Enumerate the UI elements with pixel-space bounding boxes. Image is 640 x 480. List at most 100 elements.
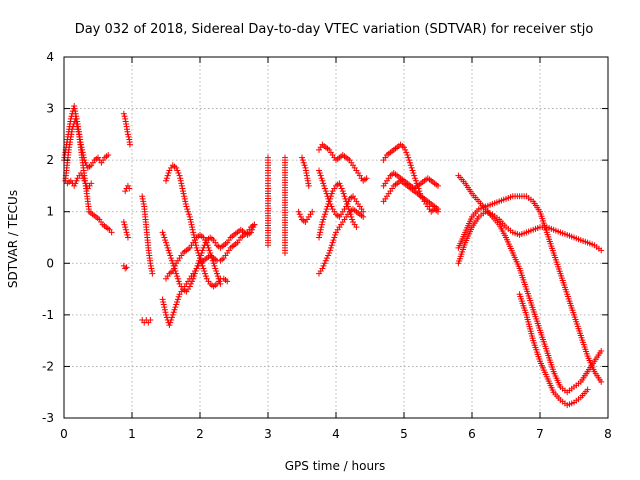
data-point: [319, 219, 326, 226]
data-point: [212, 265, 219, 272]
data-point: [175, 170, 182, 177]
data-point: [412, 177, 419, 184]
data-point: [321, 211, 328, 218]
data-point: [214, 270, 220, 277]
data-point: [318, 221, 325, 228]
data-point: [411, 172, 418, 179]
data-point: [177, 177, 184, 184]
data-point: [317, 172, 324, 179]
data-point: [168, 317, 175, 324]
data-point: [72, 180, 79, 187]
x-tick-label: 4: [332, 427, 340, 441]
data-point: [170, 265, 177, 272]
data-point: [325, 252, 332, 259]
data-point: [301, 162, 308, 169]
data-point: [172, 262, 179, 269]
data-point: [82, 180, 89, 187]
data-point: [168, 257, 175, 264]
data-point: [331, 234, 338, 241]
data-point: [328, 190, 335, 197]
data-point: [299, 157, 306, 164]
data-point: [164, 172, 171, 179]
y-tick-label: 1: [46, 205, 54, 219]
data-point: [185, 211, 192, 218]
data-point: [163, 175, 170, 182]
data-point: [190, 275, 197, 282]
data-point: [73, 177, 80, 184]
data-point: [140, 200, 147, 207]
data-point: [174, 273, 181, 280]
data-point: [337, 182, 344, 189]
data-point: [108, 229, 115, 236]
data-point: [193, 244, 200, 251]
data-point: [328, 242, 335, 249]
data-point: [165, 247, 172, 254]
data-point: [196, 257, 203, 264]
data-point: [217, 280, 224, 287]
data-point: [189, 226, 196, 233]
data-point: [174, 275, 181, 282]
data-point: [318, 224, 325, 231]
data-points: [61, 102, 605, 409]
data-point: [320, 180, 327, 187]
data-point: [317, 226, 324, 233]
data-point: [179, 185, 186, 192]
data-point: [404, 151, 411, 158]
data-point: [598, 347, 605, 354]
data-point: [316, 231, 323, 238]
data-point: [344, 203, 351, 210]
data-point: [224, 278, 231, 285]
plot-frame: [63, 56, 609, 419]
data-point: [163, 314, 170, 321]
data-point: [215, 275, 222, 282]
data-point: [184, 206, 191, 213]
data-point: [124, 231, 131, 238]
data-point: [199, 247, 206, 254]
data-point: [148, 268, 155, 275]
data-point: [410, 170, 417, 177]
data-point: [163, 239, 169, 246]
data-point: [161, 304, 168, 311]
y-tick-label: 3: [46, 102, 54, 116]
data-point: [209, 257, 216, 264]
data-point: [147, 260, 154, 267]
y-tick-label: -3: [42, 411, 54, 425]
data-point: [322, 188, 329, 195]
y-tick-label: 0: [46, 256, 54, 270]
data-point: [121, 221, 128, 228]
data-point: [190, 231, 197, 238]
y-tick-label: 4: [46, 50, 54, 64]
data-point: [203, 239, 210, 246]
data-point: [407, 162, 414, 169]
data-point: [178, 180, 185, 187]
data-point: [343, 198, 350, 205]
data-point: [202, 270, 209, 277]
data-point: [126, 141, 133, 148]
data-point: [300, 159, 307, 166]
x-tick-label: 8: [604, 427, 612, 441]
data-point: [105, 151, 112, 158]
data-point: [202, 273, 209, 280]
data-point: [166, 322, 173, 329]
data-point: [327, 193, 334, 200]
data-point: [182, 200, 189, 207]
data-point: [326, 249, 333, 256]
data-point: [72, 115, 79, 122]
data-point: [201, 268, 208, 275]
data-point: [121, 113, 128, 120]
chart-title: Day 032 of 2018, Sidereal Day-to-day VTE…: [75, 22, 594, 37]
data-point: [216, 278, 223, 285]
data-point: [403, 149, 410, 156]
data-point: [406, 159, 413, 166]
data-point: [340, 190, 347, 197]
data-point: [149, 270, 156, 277]
data-point: [330, 237, 337, 244]
data-point: [163, 177, 169, 184]
x-tick-label: 6: [468, 427, 476, 441]
data-point: [316, 170, 323, 177]
data-point: [174, 296, 181, 303]
data-point: [185, 208, 192, 215]
data-point: [349, 216, 356, 223]
x-axis-label: GPS time / hours: [285, 459, 386, 473]
data-point: [169, 311, 176, 318]
